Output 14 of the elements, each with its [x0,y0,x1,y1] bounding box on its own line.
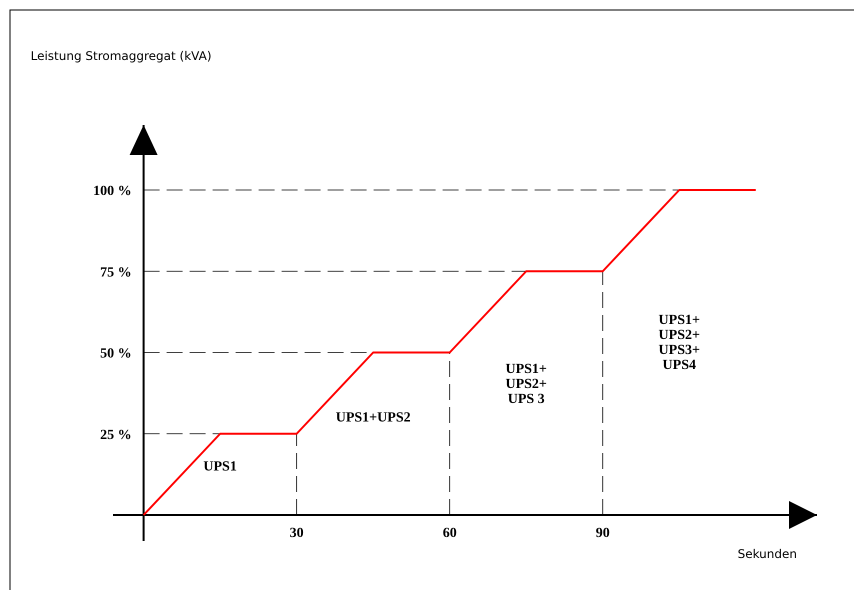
x-tick-label: 60 [442,526,457,541]
x-axis-title: Sekunden [738,547,797,561]
annotation: UPS1+UPS2 [336,410,411,426]
y-tick-label: 100 % [93,184,132,199]
annotation: UPS1 [203,459,237,474]
line-series [142,189,757,516]
text: Leistung Stromaggregat (kVA) [30,49,212,63]
y-tick-label: 50 % [100,346,132,362]
y-tick-label: 25 % [100,428,132,443]
x-tick-label: 90 [596,526,610,541]
x-tick-label: 30 [290,526,304,541]
annotation: UPS1+ UPS2+ UPS3+ UPS4 [658,313,700,373]
annotation: UPS1+ UPS2+ UPS 3 [506,362,547,407]
y-tick-label: 75 % [100,265,132,280]
